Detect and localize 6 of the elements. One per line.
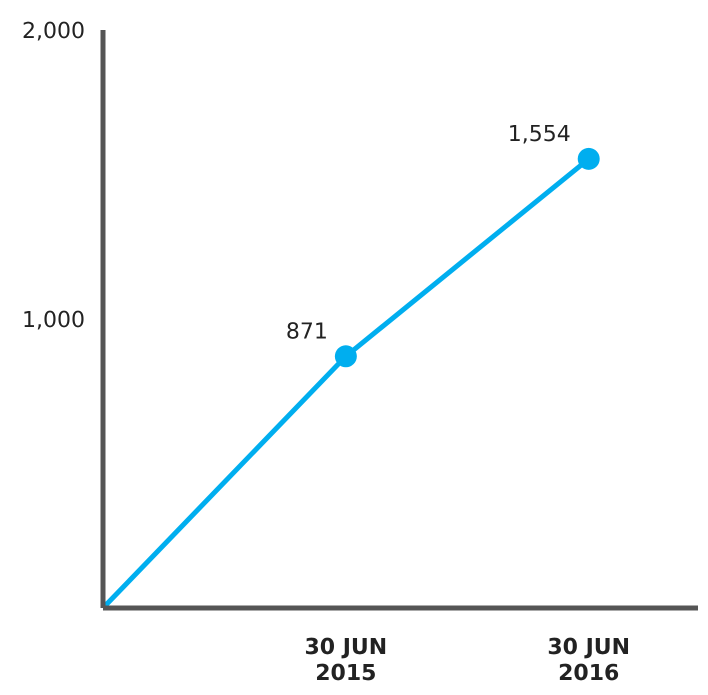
x-tick-label: 30 JUN 2016 — [547, 635, 630, 686]
x-tick-label: 30 JUN 2015 — [304, 635, 388, 686]
data-label: 1,554 — [508, 122, 571, 147]
y-tick-label: 2,000 — [22, 18, 85, 44]
data-label: 871 — [286, 319, 328, 344]
y-tick-label: 1,000 — [22, 308, 85, 333]
